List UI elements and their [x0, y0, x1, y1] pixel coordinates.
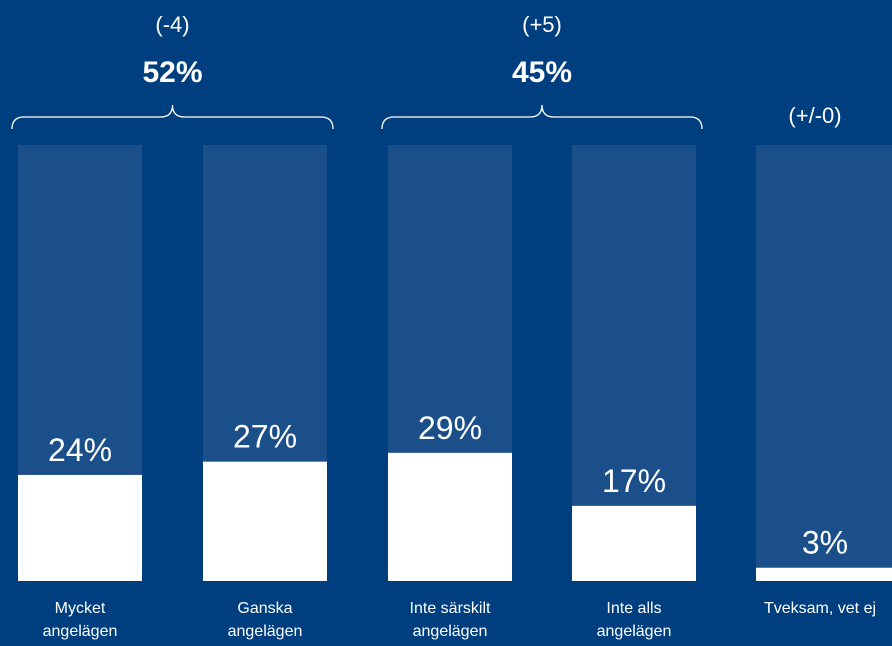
- category-label-2: Inte särskilt angelägen: [410, 600, 491, 640]
- bar-0: [18, 474, 142, 581]
- category-label-line: Tveksam, vet ej: [764, 600, 876, 617]
- category-label-line: Inte alls: [606, 600, 661, 617]
- group-change-0: (-4): [155, 12, 189, 37]
- bars: [18, 452, 892, 581]
- bar-3: [572, 505, 696, 581]
- group-change-1: (+5): [522, 12, 562, 37]
- group-change-2: (+/-0): [788, 103, 841, 128]
- bar-1: [203, 461, 327, 581]
- category-label-line: angelägen: [413, 623, 488, 640]
- group-annotations: 52% (-4) 45% (+5) (+/-0): [11, 12, 842, 130]
- category-label-3: Inte alls angelägen: [597, 600, 672, 640]
- category-label-1: Ganska angelägen: [228, 600, 303, 640]
- category-label-line: angelägen: [228, 623, 303, 640]
- group-total-1: 45%: [512, 56, 572, 89]
- bar-track-4: [756, 145, 892, 581]
- group-total-0: 52%: [142, 56, 202, 89]
- value-label-1: 27%: [233, 419, 297, 455]
- category-label-line: angelägen: [43, 623, 118, 640]
- group-brace-0: [11, 104, 334, 130]
- bar-4: [756, 567, 892, 581]
- category-label-line: Inte särskilt: [410, 600, 491, 617]
- value-label-2: 29%: [418, 410, 482, 446]
- value-label-3: 17%: [602, 463, 666, 499]
- category-label-line: Mycket: [55, 600, 106, 617]
- value-labels: 24% 27% 29% 17% 3%: [48, 410, 848, 561]
- value-label-4: 3%: [802, 525, 848, 561]
- group-brace-1: [381, 104, 703, 130]
- category-label-line: angelägen: [597, 623, 672, 640]
- bar-tracks: [18, 145, 892, 581]
- value-label-0: 24%: [48, 432, 112, 468]
- category-label-line: Ganska: [237, 600, 292, 617]
- category-label-4: Tveksam, vet ej: [764, 600, 876, 617]
- category-label-0: Mycket angelägen: [43, 600, 118, 640]
- bar-2: [388, 452, 512, 581]
